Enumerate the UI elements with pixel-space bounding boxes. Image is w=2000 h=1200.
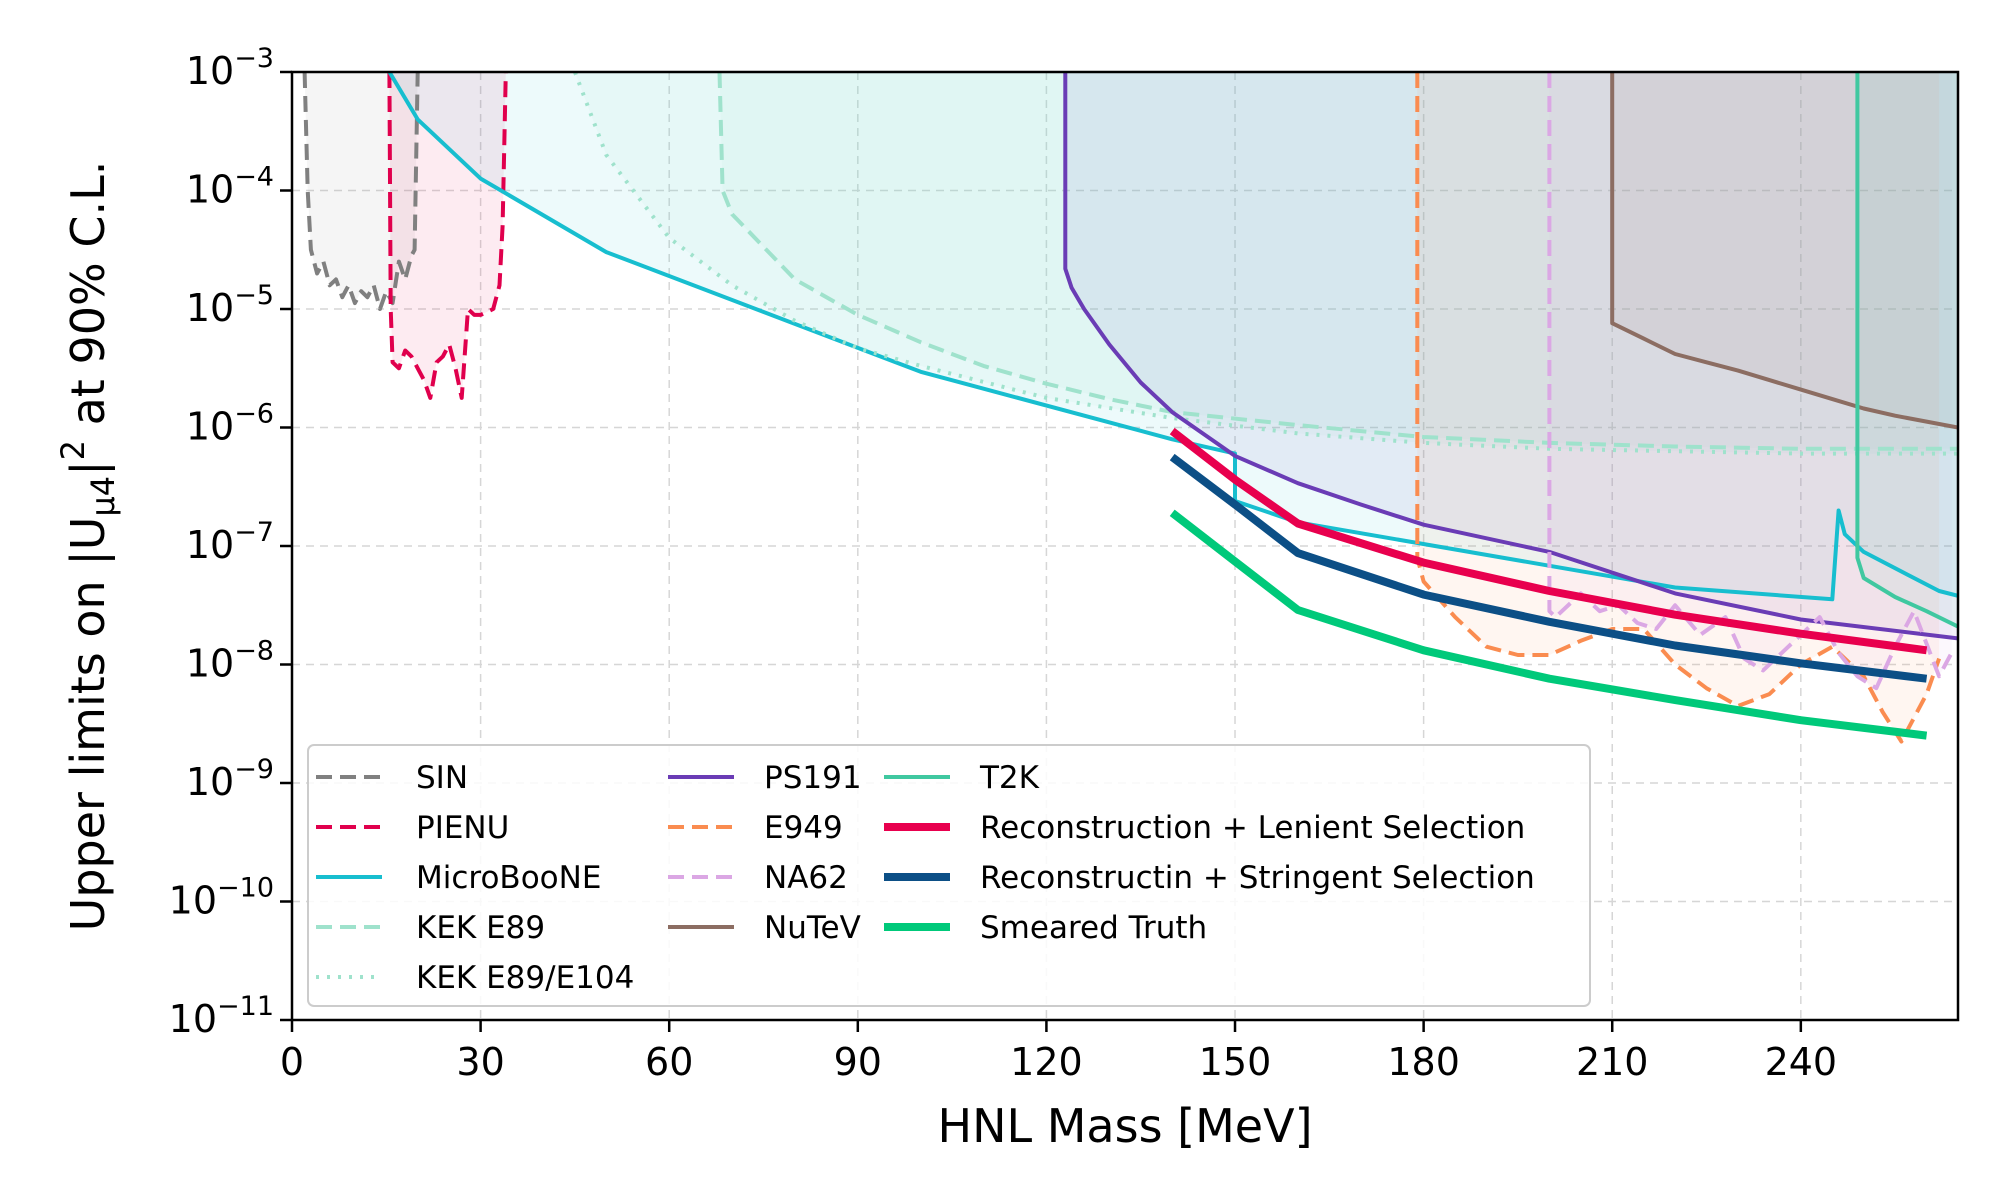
t2k-line [1855, 72, 1958, 629]
y-tick-label: 10−9 [186, 754, 274, 804]
legend: SIN PIENU MicroBooNE KEK E89 KEK E89/E104 PS1… [307, 744, 1591, 1007]
y-tick-label: 10−5 [186, 280, 274, 330]
y-tick-label: 10−4 [186, 162, 274, 212]
reconstructin-stringent-selection-line [1169, 453, 1928, 683]
x-tick-label: 30 [456, 1040, 504, 1084]
t2k-region [1857, 72, 1958, 627]
x-tick-label: 240 [1765, 1040, 1838, 1084]
y-tick-label: 10−8 [186, 636, 274, 686]
y-tick-label: 10−6 [186, 399, 274, 449]
sin-line [302, 72, 420, 311]
x-tick-label: 60 [645, 1040, 693, 1084]
legend-label-sin: SIN [416, 760, 468, 796]
e949-region [1417, 72, 1940, 742]
ps191-line [1063, 72, 1958, 641]
x-tick-label: 120 [1010, 1040, 1083, 1084]
x-axis-title: HNL Mass [MeV] [937, 1099, 1312, 1153]
y-axis-title-subscript: μ4 [84, 476, 122, 517]
kek-e89-e104-line [573, 72, 1958, 456]
legend-label-e949: E949 [764, 810, 843, 846]
legend-label-t2k: T2K [979, 760, 1040, 796]
kek-e89-region [719, 72, 1958, 449]
y-axis-title: Upper limits on |Uμ4|2 at 90% C.L. [54, 161, 122, 932]
legend-label-reconstruction-lenient-selection: Reconstruction + Lenient Selection [980, 810, 1525, 846]
x-axis: 0 30 60 90 120 150 180 210 240 [280, 1020, 1837, 1084]
series-lines [302, 72, 1958, 744]
e949-line [1415, 72, 1941, 744]
legend-label-microboone: MicroBooNE [416, 860, 601, 896]
legend-label-nutev: NuTeV [764, 910, 861, 946]
microboone-line [387, 72, 1958, 602]
y-tick-label: 10−3 [186, 43, 274, 93]
kek-e89-line [717, 72, 1958, 451]
legend-label-kek-e89: KEK E89 [416, 910, 545, 946]
reconstruction-lenient-selection-line [1169, 427, 1928, 655]
x-tick-label: 210 [1576, 1040, 1649, 1084]
ps191-region [1065, 72, 1958, 639]
microboone-region [389, 72, 1958, 600]
nutev-line [1610, 72, 1958, 430]
x-tick-label: 150 [1199, 1040, 1272, 1084]
x-tick-label: 180 [1387, 1040, 1460, 1084]
y-axis: 10−3 10−4 10−5 10−6 10−7 10−8 10−9 10−10 10−11 [169, 43, 292, 1041]
y-tick-label: 10−10 [169, 873, 274, 923]
legend-label-na62: NA62 [764, 860, 848, 896]
nutev-region [1612, 72, 1958, 428]
exclusion-regions [304, 72, 1958, 742]
na62-region [1549, 72, 1952, 689]
legend-label-kek-e89-e104: KEK E89/E104 [416, 960, 634, 996]
x-tick-label: 0 [280, 1040, 304, 1084]
smeared-truth-line [1169, 509, 1928, 740]
pienu-line [387, 72, 508, 400]
y-tick-label: 10−7 [186, 517, 274, 567]
y-tick-label: 10−11 [169, 991, 274, 1041]
pienu-region [389, 72, 506, 398]
x-tick-label: 90 [834, 1040, 882, 1084]
legend-label-ps191: PS191 [764, 760, 862, 796]
legend-label-smeared-truth: Smeared Truth [980, 910, 1207, 946]
y-axis-title-superscript: 2 [54, 440, 92, 460]
legend-label-reconstructin-stringent-selection: Reconstructin + Stringent Selection [980, 860, 1535, 896]
legend-label-pienu: PIENU [416, 810, 509, 846]
